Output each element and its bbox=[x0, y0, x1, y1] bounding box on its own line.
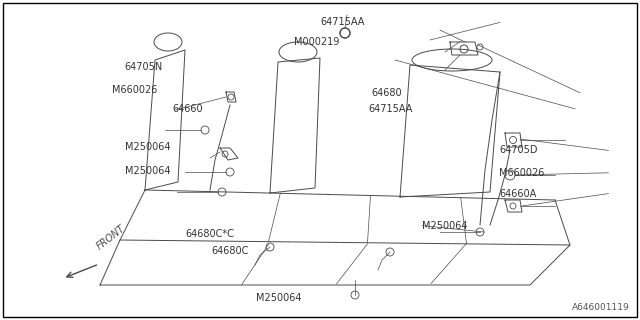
Text: 64680C: 64680C bbox=[211, 246, 248, 256]
Text: 64680: 64680 bbox=[371, 88, 402, 98]
Text: M250064: M250064 bbox=[125, 166, 170, 176]
Text: 64680C*C: 64680C*C bbox=[186, 228, 234, 239]
Text: M000219: M000219 bbox=[294, 36, 340, 47]
Text: 64715AA: 64715AA bbox=[368, 104, 412, 114]
Text: M660026: M660026 bbox=[112, 84, 157, 95]
Text: 64660: 64660 bbox=[173, 104, 204, 114]
Text: 64705D: 64705D bbox=[499, 145, 538, 156]
Text: FRONT: FRONT bbox=[95, 223, 127, 251]
Text: 64715AA: 64715AA bbox=[320, 17, 364, 28]
Text: M250064: M250064 bbox=[125, 142, 170, 152]
Text: A646001119: A646001119 bbox=[572, 303, 630, 312]
Text: M250064: M250064 bbox=[256, 293, 301, 303]
Text: 64705N: 64705N bbox=[125, 62, 163, 72]
Text: M250064: M250064 bbox=[422, 220, 468, 231]
Text: M660026: M660026 bbox=[499, 168, 545, 178]
Text: 64660A: 64660A bbox=[499, 188, 536, 199]
